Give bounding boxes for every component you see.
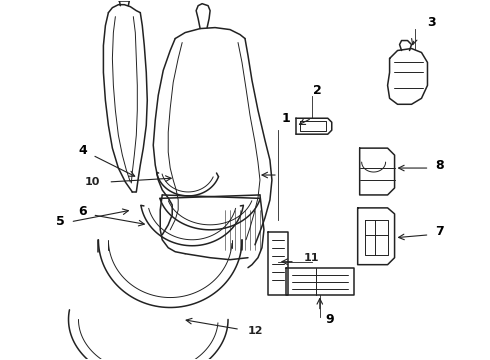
Text: 10: 10 bbox=[85, 177, 100, 187]
Text: 5: 5 bbox=[56, 215, 65, 228]
Text: 8: 8 bbox=[435, 158, 444, 172]
Text: 11: 11 bbox=[304, 253, 319, 263]
Text: 7: 7 bbox=[435, 225, 444, 238]
Text: 9: 9 bbox=[325, 313, 334, 326]
Text: 1: 1 bbox=[282, 112, 290, 125]
Text: 12: 12 bbox=[247, 327, 263, 336]
Text: 3: 3 bbox=[427, 16, 436, 29]
Text: 4: 4 bbox=[78, 144, 87, 157]
Text: 6: 6 bbox=[78, 205, 87, 219]
Text: 2: 2 bbox=[314, 84, 322, 97]
